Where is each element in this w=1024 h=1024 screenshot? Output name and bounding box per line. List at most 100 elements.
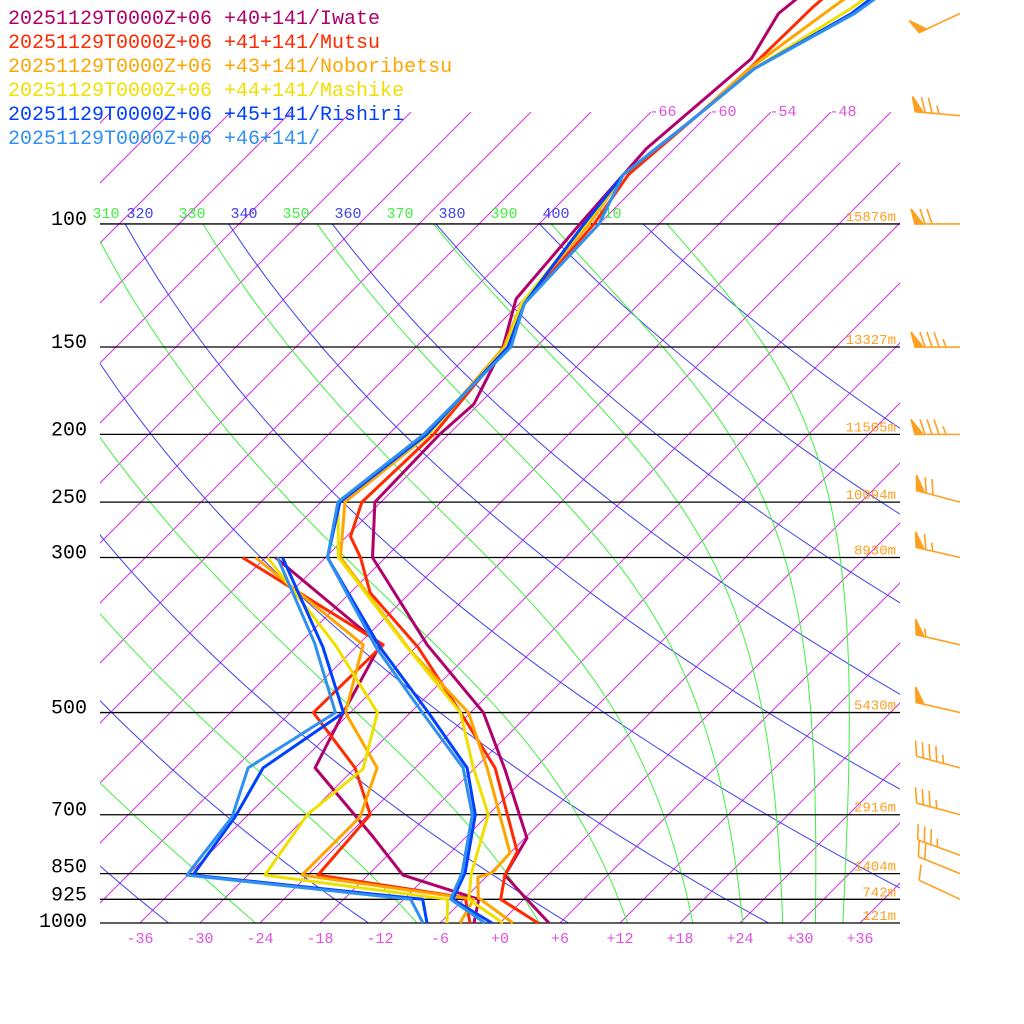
isotherm-line [100,112,532,544]
barb-pennant [910,418,925,436]
height-label: 1404m [854,860,896,876]
barb-pennant [910,331,925,348]
isotherm-line [319,342,900,923]
isotherm-line [100,112,232,244]
barb-pennant [914,686,926,706]
temperature-line-4 [326,0,872,925]
dry-adiabat-line [331,224,900,695]
barb-full [917,840,921,857]
barb-half [935,799,938,809]
theta-label: 390 [490,206,517,223]
barb-half [936,105,940,115]
barb-full [919,419,926,435]
barb-full [931,479,934,495]
height-label: 13327m [846,333,896,349]
height-label: 5430m [854,699,896,715]
temperature-tick-label: -30 [186,931,213,948]
isotherm-label: -66 [649,104,676,121]
temperature-tick-label: +12 [606,931,633,948]
barb-full [933,419,940,435]
temperature-tick-label: -36 [126,931,153,948]
barb-pennant [914,618,926,638]
barb-shaft [916,802,961,816]
isotherm-line [139,162,900,923]
wind-barb-icon [910,418,960,436]
barb-full [914,740,918,757]
dry-adiabat-line [642,224,900,429]
isotherm-line [0,112,51,923]
temperature-line-5 [326,0,876,925]
barb-full [923,533,927,550]
pressure-label: 100 [51,209,87,232]
height-label: 8930m [854,543,896,559]
pressure-label: 850 [51,857,87,880]
barb-half [942,338,947,348]
barb-pennant [911,95,925,114]
temperature-tick-label: +18 [666,931,693,948]
barb-full [919,331,926,348]
wind-barb-icon [917,840,961,875]
theta-label: 330 [178,206,205,223]
barb-full [933,331,940,348]
temperature-tick-label: +6 [551,931,569,948]
isotherm-line [100,112,892,904]
pressure-label: 700 [51,800,87,823]
isotherm-label: -54 [769,104,796,121]
dewpoint-line-5 [185,556,425,924]
barb-full [919,208,926,225]
wind-barb-icon [914,787,961,816]
barb-full [926,331,933,348]
temperature-line-1 [349,0,824,925]
barb-half [930,542,934,552]
barb-shaft [918,879,961,901]
isotherm-line [100,112,412,424]
dry-adiabat-line [539,224,900,515]
pressure-label: 300 [51,542,87,565]
temperature-tick-label: -12 [366,931,393,948]
theta-label: 350 [282,206,309,223]
isotherm-line [619,642,900,923]
theta-label: 400 [542,206,569,223]
wind-barb-icon [914,740,961,769]
legend-entry: 20251129T0000Z+06 +44+141/Mashike [8,80,404,103]
pressure-label: 200 [51,419,87,442]
pressure-label: 1000 [39,911,87,934]
barb-full [924,477,927,494]
height-label: 121m [862,909,896,925]
temperature-tick-label: +30 [786,931,813,948]
barb-pennant [914,531,926,551]
legend-entry: 20251129T0000Z+06 +46+141/ [8,128,320,151]
height-label: 10094m [846,488,896,504]
isotherm-line [739,762,900,923]
barb-full [928,790,931,807]
wind-barb-icon [916,824,961,857]
legend-entry: 20251129T0000Z+06 +45+141/Rishiri [8,104,404,127]
isotherm-line [100,112,292,304]
wind-barbs [908,12,961,901]
barb-full [926,419,933,435]
theta-label: 310 [92,206,119,223]
temperature-line-0 [371,0,798,925]
theta-label: 370 [386,206,413,223]
isotherm-line [679,702,900,923]
theta-label: 340 [230,206,257,223]
dewpoint-line-3 [263,556,450,924]
wind-barb-icon [914,618,961,646]
temperature-tick-label: +36 [846,931,873,948]
height-label: 742m [862,885,896,901]
isotherm-line [100,112,832,844]
wind-barb-icon [908,12,961,34]
isotherm-label: -60 [709,104,736,121]
height-label: 11505m [846,420,896,436]
pressure-label: 500 [51,698,87,721]
pressure-label: 925 [51,884,87,907]
height-label: 15876m [846,210,896,226]
barb-full [918,864,922,881]
barb-shaft [916,755,961,769]
barb-shaft [917,839,961,857]
legend-entry: 20251129T0000Z+06 +40+141/Iwate [8,8,380,31]
barb-pennant [910,208,925,225]
isotherm-line [499,522,900,923]
isotherm-label: -48 [829,104,856,121]
